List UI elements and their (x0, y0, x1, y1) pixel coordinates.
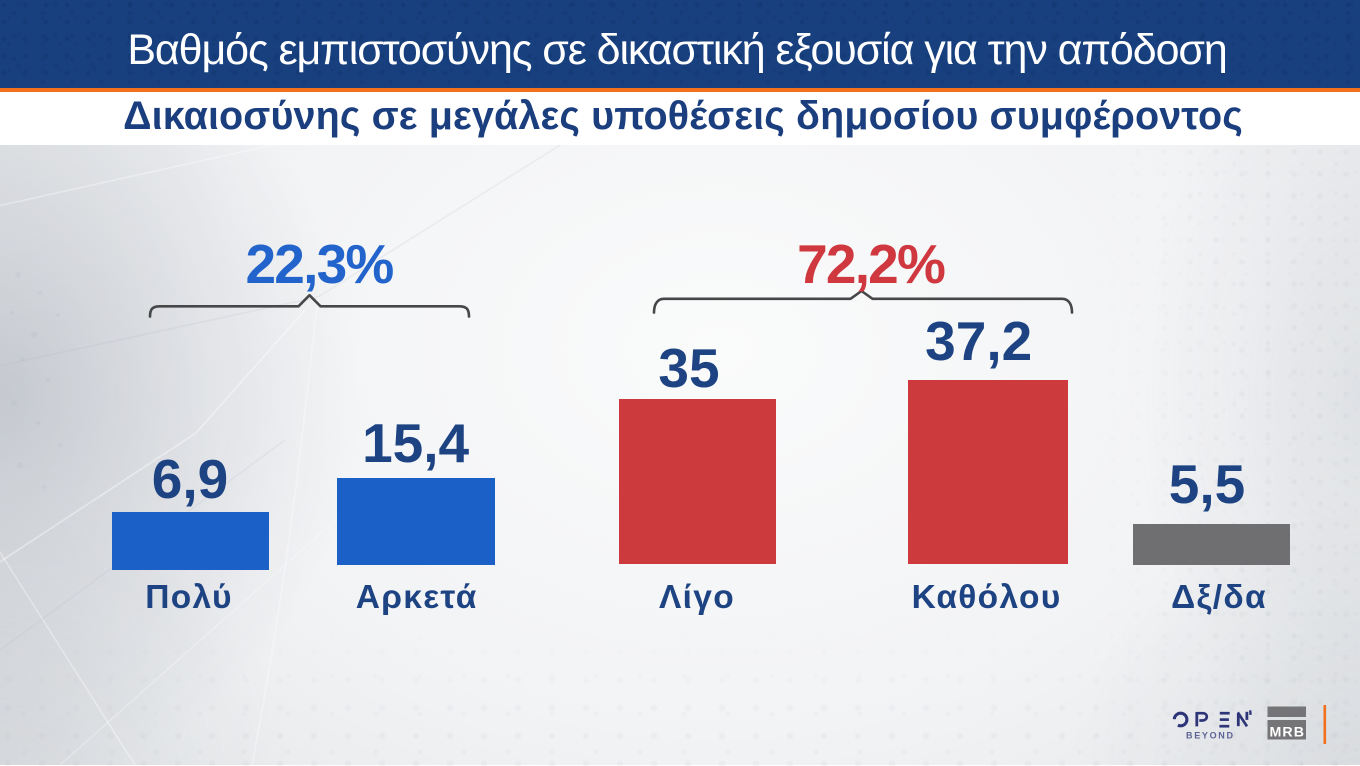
svg-text:BEYOND: BEYOND (1186, 730, 1235, 740)
svg-text:MRB: MRB (1270, 725, 1305, 741)
